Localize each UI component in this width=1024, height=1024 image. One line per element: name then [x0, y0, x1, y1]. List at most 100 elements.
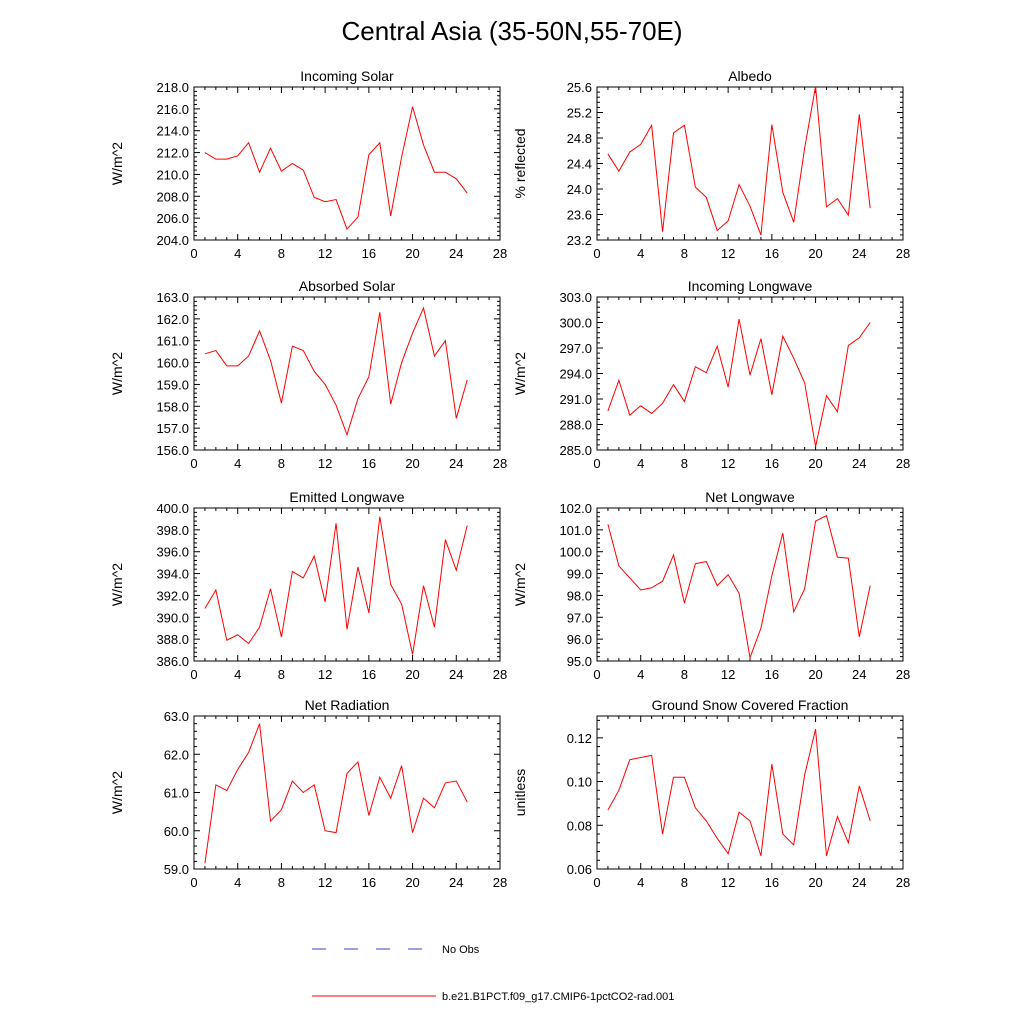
y-tick-label: 294.0 — [559, 367, 592, 382]
y-tick-label: 23.2 — [567, 233, 592, 248]
y-tick-label: 300.0 — [559, 316, 592, 331]
y-tick-label: 163.0 — [156, 290, 189, 305]
y-tick-label: 390.0 — [156, 610, 189, 625]
panel-title: Net Radiation — [305, 697, 390, 713]
x-tick-label: 16 — [362, 667, 376, 682]
x-tick-label: 28 — [896, 246, 910, 261]
x-tick-label: 16 — [362, 246, 376, 261]
x-tick-label: 20 — [405, 456, 419, 471]
series-line — [607, 514, 871, 660]
x-tick-label: 24 — [449, 246, 463, 261]
x-tick-label: 0 — [593, 667, 600, 682]
x-tick-label: 4 — [637, 246, 644, 261]
legend-obs-label: No Obs — [442, 944, 480, 956]
panel-title: Incoming Longwave — [688, 278, 813, 294]
x-tick-label: 20 — [808, 456, 822, 471]
x-tick-label: 28 — [493, 456, 507, 471]
y-tick-label: 97.0 — [567, 610, 592, 625]
x-tick-label: 28 — [493, 667, 507, 682]
panel-4: Emitted Longwave W/m^2 0 4 8 12 16 20 24 28 386.0 3… — [109, 489, 507, 682]
y-tick-label: 60.0 — [164, 824, 189, 839]
x-tick-label: 4 — [637, 875, 644, 890]
y-tick-label: 0.06 — [567, 862, 592, 877]
y-tick-label: 96.0 — [567, 632, 592, 647]
y-tick-label: 95.0 — [567, 654, 592, 669]
series-line — [607, 86, 871, 236]
x-tick-label: 24 — [852, 667, 866, 682]
x-tick-label: 16 — [765, 875, 779, 890]
x-tick-label: 28 — [896, 456, 910, 471]
x-tick-label: 24 — [852, 875, 866, 890]
x-tick-label: 8 — [681, 875, 688, 890]
x-tick-label: 20 — [405, 667, 419, 682]
x-tick-label: 0 — [190, 875, 197, 890]
series-line — [607, 319, 871, 447]
y-tick-label: 400.0 — [156, 501, 189, 516]
y-tick-label: 158.0 — [156, 399, 189, 414]
x-tick-label: 8 — [681, 456, 688, 471]
y-tick-label: 63.0 — [164, 709, 189, 724]
panel-5: Net Longwave W/m^2 0 4 8 12 16 20 24 28 95.0 96.0 97… — [512, 489, 910, 682]
y-tick-label: 218.0 — [156, 80, 189, 95]
y-tick-label: 386.0 — [156, 654, 189, 669]
y-tick-label: 208.0 — [156, 189, 189, 204]
panel-title: Incoming Solar — [300, 68, 394, 84]
y-tick-label: 160.0 — [156, 356, 189, 371]
y-tick-label: 24.0 — [567, 182, 592, 197]
y-axis-label: W/m^2 — [109, 771, 125, 814]
panel-title: Absorbed Solar — [299, 278, 396, 294]
x-tick-label: 20 — [405, 246, 419, 261]
x-tick-label: 12 — [318, 875, 332, 890]
y-axis-label: W/m^2 — [109, 142, 125, 185]
y-axis-label: W/m^2 — [512, 352, 528, 395]
panel-7: Ground Snow Covered Fraction unitless 0 4 8 1… — [512, 697, 910, 890]
y-tick-label: 25.2 — [567, 106, 592, 121]
y-tick-label: 388.0 — [156, 632, 189, 647]
panel-title: Albedo — [728, 68, 772, 84]
panel-3: Incoming Longwave W/m^2 0 4 8 12 16 20 24 28 285.0… — [512, 278, 910, 471]
x-tick-label: 0 — [190, 667, 197, 682]
x-tick-label: 28 — [896, 875, 910, 890]
y-tick-label: 24.8 — [567, 131, 592, 146]
y-tick-label: 101.0 — [559, 523, 592, 538]
x-tick-label: 28 — [493, 246, 507, 261]
y-tick-label: 288.0 — [559, 418, 592, 433]
x-tick-label: 20 — [808, 875, 822, 890]
x-tick-label: 4 — [637, 667, 644, 682]
x-tick-label: 12 — [721, 456, 735, 471]
x-tick-label: 16 — [765, 667, 779, 682]
x-tick-label: 24 — [852, 246, 866, 261]
y-tick-label: 25.6 — [567, 80, 592, 95]
x-tick-label: 4 — [637, 456, 644, 471]
y-tick-label: 210.0 — [156, 167, 189, 182]
y-tick-label: 212.0 — [156, 146, 189, 161]
x-tick-label: 12 — [721, 667, 735, 682]
panel-1: Albedo % reflected 0 4 8 12 16 20 24 28 23.2 23.6 24… — [512, 68, 910, 261]
plot-frame — [596, 86, 904, 241]
y-tick-label: 206.0 — [156, 211, 189, 226]
y-tick-label: 291.0 — [559, 392, 592, 407]
y-tick-label: 392.0 — [156, 588, 189, 603]
y-tick-label: 0.12 — [567, 731, 592, 746]
legend: No Obs b.e21.B1PCT.f09_g17.CMIP6-1pctCO2… — [312, 944, 674, 1003]
x-tick-label: 8 — [278, 456, 285, 471]
x-tick-label: 20 — [808, 246, 822, 261]
y-tick-label: 23.6 — [567, 208, 592, 223]
y-tick-label: 100.0 — [559, 545, 592, 560]
x-tick-label: 24 — [449, 875, 463, 890]
plot-frame — [193, 86, 501, 241]
y-tick-label: 285.0 — [559, 443, 592, 458]
y-tick-label: 24.4 — [567, 157, 592, 172]
x-tick-label: 8 — [681, 246, 688, 261]
y-tick-label: 159.0 — [156, 377, 189, 392]
x-tick-label: 0 — [593, 456, 600, 471]
y-tick-label: 161.0 — [156, 334, 189, 349]
y-tick-label: 394.0 — [156, 567, 189, 582]
x-tick-label: 24 — [449, 667, 463, 682]
figure-title: Central Asia (35-50N,55-70E) — [341, 16, 682, 46]
y-tick-label: 99.0 — [567, 567, 592, 582]
x-tick-label: 12 — [318, 456, 332, 471]
plot-frame — [596, 715, 904, 870]
